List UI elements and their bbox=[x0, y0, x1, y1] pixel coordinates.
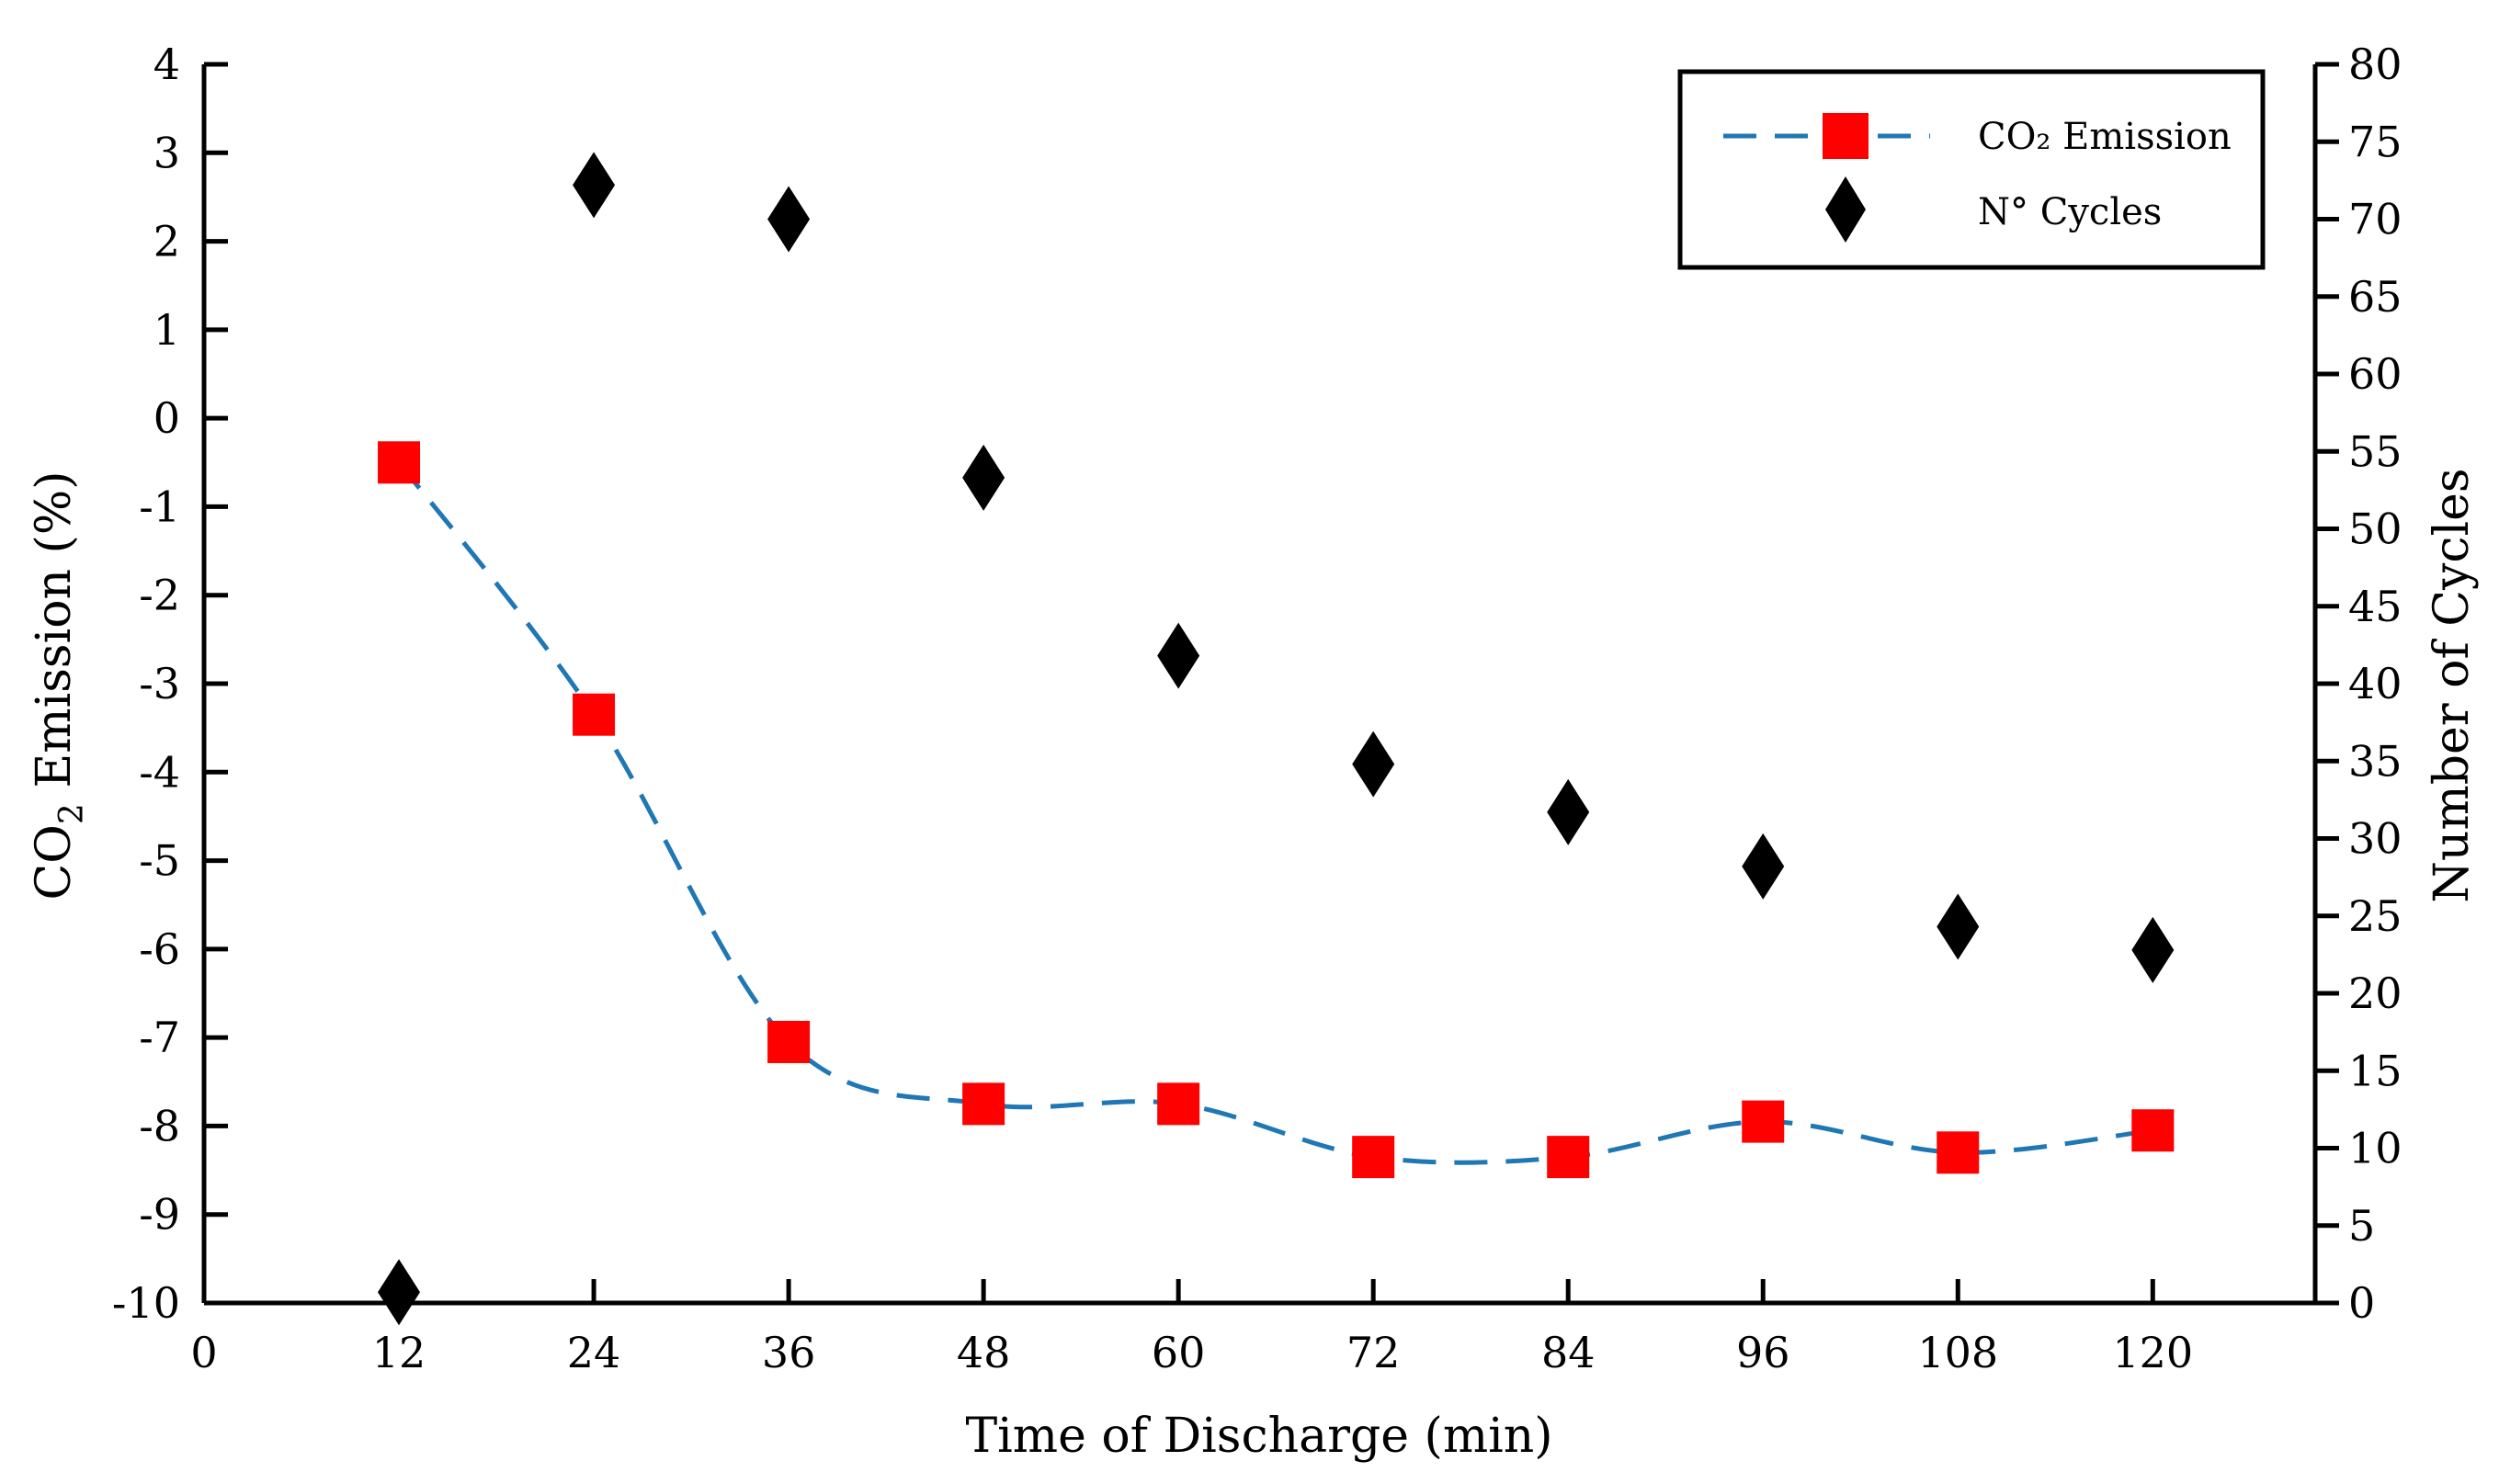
x-tick-label: 0 bbox=[190, 1328, 217, 1377]
left-y-tick-label: -6 bbox=[139, 924, 180, 974]
cycles-point bbox=[1937, 893, 1980, 960]
right-y-tick-label: 25 bbox=[2348, 891, 2402, 941]
co2-emission-point bbox=[767, 1020, 811, 1063]
x-tick-label: 72 bbox=[1346, 1328, 1401, 1377]
left-y-tick-label: -3 bbox=[139, 659, 180, 708]
left-y-tick-label: -10 bbox=[112, 1278, 180, 1328]
right-y-axis-title: Number of Cycles bbox=[2425, 468, 2480, 902]
right-y-tick-label: 10 bbox=[2348, 1124, 2402, 1173]
left-y-tick-label: -7 bbox=[139, 1013, 180, 1062]
x-tick-label: 84 bbox=[1541, 1328, 1596, 1377]
right-y-tick-label: 45 bbox=[2348, 582, 2402, 631]
left-y-axis-ticks: 4 3 2 1 0 -1 -2 -3 -4 -5 -6 -7 -8 -9 -10 bbox=[112, 40, 228, 1328]
left-y-tick-label: -4 bbox=[139, 747, 180, 797]
x-tick-label: 24 bbox=[567, 1328, 621, 1377]
cycles-point bbox=[1157, 622, 1200, 689]
legend-co2-label: CO₂ Emission bbox=[1978, 116, 2232, 158]
co2-emission-point bbox=[1937, 1131, 1980, 1174]
co2-emission-point bbox=[1157, 1082, 1200, 1126]
right-y-tick-label: 0 bbox=[2348, 1278, 2375, 1328]
left-y-axis-title-rest: Emission (%) bbox=[27, 470, 82, 803]
cycles-point bbox=[573, 152, 616, 219]
cycles-point bbox=[2131, 916, 2175, 983]
legend-cycles-diamond-marker bbox=[1825, 176, 1866, 243]
left-y-tick-label: -5 bbox=[139, 836, 180, 886]
cycles-point bbox=[767, 186, 811, 253]
right-y-tick-label: 65 bbox=[2348, 272, 2402, 322]
co2-emission-point bbox=[1547, 1136, 1590, 1179]
cycles-point bbox=[1352, 731, 1395, 798]
left-y-tick-label: -1 bbox=[139, 481, 180, 531]
left-y-axis-title-subscript: 2 bbox=[53, 803, 91, 824]
legend: CO₂ Emission N° Cycles bbox=[1677, 69, 2266, 270]
co2-emission-point bbox=[2131, 1109, 2175, 1152]
right-y-tick-label: 20 bbox=[2348, 969, 2402, 1018]
right-y-tick-label: 30 bbox=[2348, 814, 2402, 864]
x-tick-label: 108 bbox=[1917, 1328, 1998, 1377]
right-y-tick-label: 5 bbox=[2348, 1201, 2375, 1251]
co2-emission-line bbox=[397, 460, 2153, 1165]
x-tick-label: 60 bbox=[1152, 1328, 1206, 1377]
x-tick-label: 36 bbox=[762, 1328, 816, 1377]
left-y-axis-title-main: CO bbox=[27, 824, 82, 900]
co2-emission-point bbox=[962, 1082, 1005, 1126]
cycles-point bbox=[1547, 778, 1590, 845]
left-y-tick-label: 2 bbox=[153, 217, 180, 266]
right-y-tick-label: 80 bbox=[2348, 40, 2402, 89]
x-tick-label: 96 bbox=[1736, 1328, 1790, 1377]
right-y-tick-label: 50 bbox=[2348, 504, 2402, 554]
legend-co2-square-marker bbox=[1823, 113, 1869, 159]
cycles-series bbox=[378, 152, 2175, 1326]
legend-cycles-label: N° Cycles bbox=[1978, 191, 2162, 233]
co2-emission-point bbox=[1742, 1100, 1785, 1143]
x-tick-label: 120 bbox=[2112, 1328, 2193, 1377]
right-y-tick-label: 60 bbox=[2348, 349, 2402, 399]
right-y-tick-label: 55 bbox=[2348, 426, 2402, 476]
right-y-tick-label: 15 bbox=[2348, 1046, 2402, 1095]
x-tick-label: 48 bbox=[957, 1328, 1011, 1377]
right-y-tick-label: 35 bbox=[2348, 736, 2402, 786]
x-tick-label: 12 bbox=[372, 1328, 426, 1377]
legend-box bbox=[1677, 69, 2266, 270]
cycles-point bbox=[962, 444, 1005, 511]
left-y-tick-label: 3 bbox=[153, 128, 180, 177]
x-axis-ticks: 0 12 24 36 48 60 72 84 96 108 120 bbox=[190, 1279, 2193, 1377]
left-y-tick-label: 4 bbox=[153, 40, 180, 89]
left-y-tick-label: 1 bbox=[153, 305, 180, 355]
right-y-tick-label: 75 bbox=[2348, 117, 2402, 166]
left-y-tick-label: 0 bbox=[153, 393, 180, 443]
co2-emission-point bbox=[378, 441, 421, 484]
x-axis-title: Time of Discharge (min) bbox=[965, 1409, 1552, 1464]
cycles-point bbox=[1742, 833, 1785, 900]
left-y-tick-label: -8 bbox=[139, 1101, 180, 1150]
left-y-tick-label: -9 bbox=[139, 1190, 180, 1240]
right-y-tick-label: 40 bbox=[2348, 659, 2402, 708]
cycles-point bbox=[378, 1259, 421, 1326]
right-y-tick-label: 70 bbox=[2348, 195, 2402, 244]
left-y-tick-label: -2 bbox=[139, 571, 180, 620]
co2-emission-series bbox=[378, 441, 2175, 1179]
co2-emission-point bbox=[1352, 1136, 1395, 1179]
left-y-axis-title: CO2 Emission (%) bbox=[27, 470, 91, 900]
co2-emission-point bbox=[573, 693, 616, 736]
